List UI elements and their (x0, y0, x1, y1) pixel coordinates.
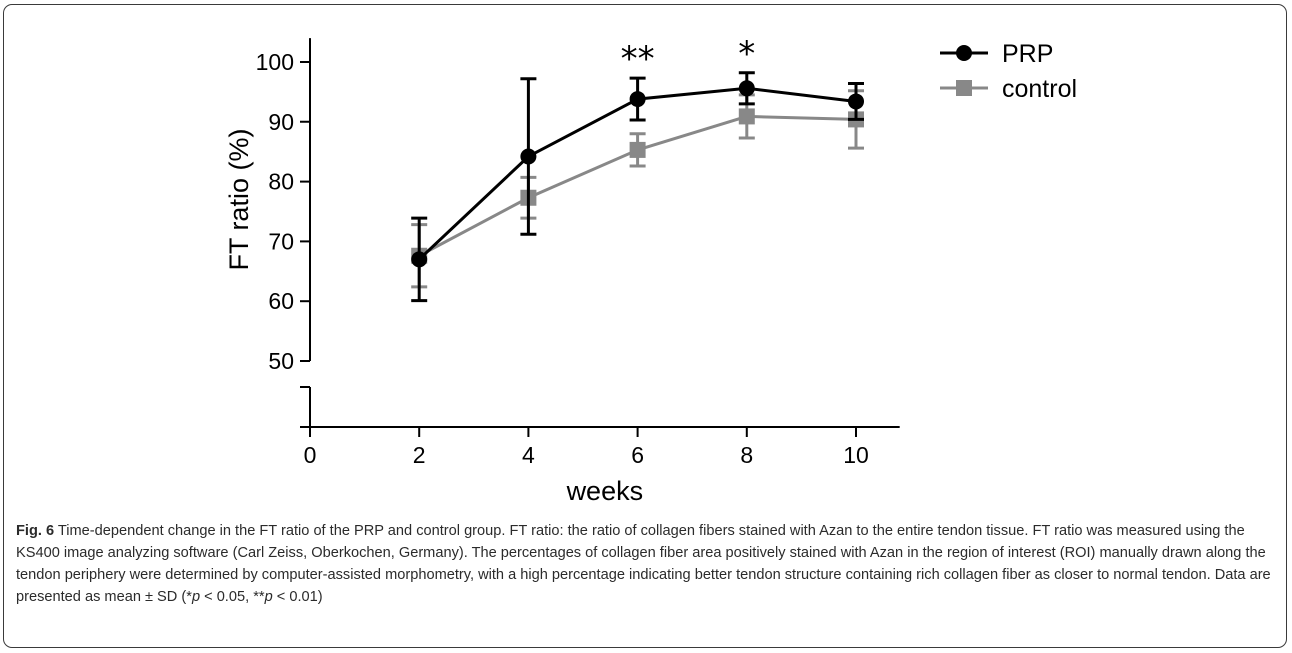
caption-p-symbol-2: p (264, 589, 273, 605)
legend-label-prp: PRP (1002, 40, 1053, 68)
x-tick-label: 4 (522, 442, 535, 468)
caption-text: Time-dependent change in the FT ratio of… (16, 523, 1271, 605)
caption-p-symbol: p (191, 589, 201, 605)
caption-text-between: < 0.05, ** (200, 589, 265, 605)
prp-point (520, 148, 537, 165)
legend-marker-control (956, 80, 972, 96)
control-point (629, 141, 646, 158)
y-tick-label: 80 (268, 169, 294, 195)
y-tick-label: 60 (268, 288, 294, 314)
x-tick-label: 10 (843, 442, 869, 468)
legend-label-control: control (1002, 75, 1077, 103)
x-tick-label: 2 (413, 442, 426, 468)
legend-marker-prp (956, 45, 972, 61)
y-tick-label: 50 (268, 348, 294, 374)
x-tick-label: 6 (631, 442, 644, 468)
y-tick-label: 100 (256, 49, 294, 75)
figure-frame: 50 60 70 80 90 100 0 2 4 6 8 10 weeks FT ratio (%) **… (3, 4, 1287, 648)
x-tick-label: 0 (304, 442, 317, 468)
significance-label: * (738, 34, 755, 74)
prp-point (411, 251, 428, 268)
caption-text-end: < 0.01) (272, 589, 323, 605)
prp-point (629, 91, 646, 108)
y-tick-label: 90 (268, 109, 294, 135)
x-axis-label: weeks (566, 476, 644, 506)
y-tick-label: 70 (268, 228, 294, 254)
y-axis-label: FT ratio (%) (224, 129, 254, 271)
x-tick-label: 8 (740, 442, 753, 468)
prp-point (848, 93, 864, 110)
caption-fig-label: Fig. 6 (16, 523, 55, 539)
figure-caption: Fig. 6 Time-dependent change in the FT r… (16, 520, 1276, 608)
prp-point (738, 80, 755, 97)
significance-label: ** (621, 39, 655, 79)
control-point (738, 108, 755, 125)
